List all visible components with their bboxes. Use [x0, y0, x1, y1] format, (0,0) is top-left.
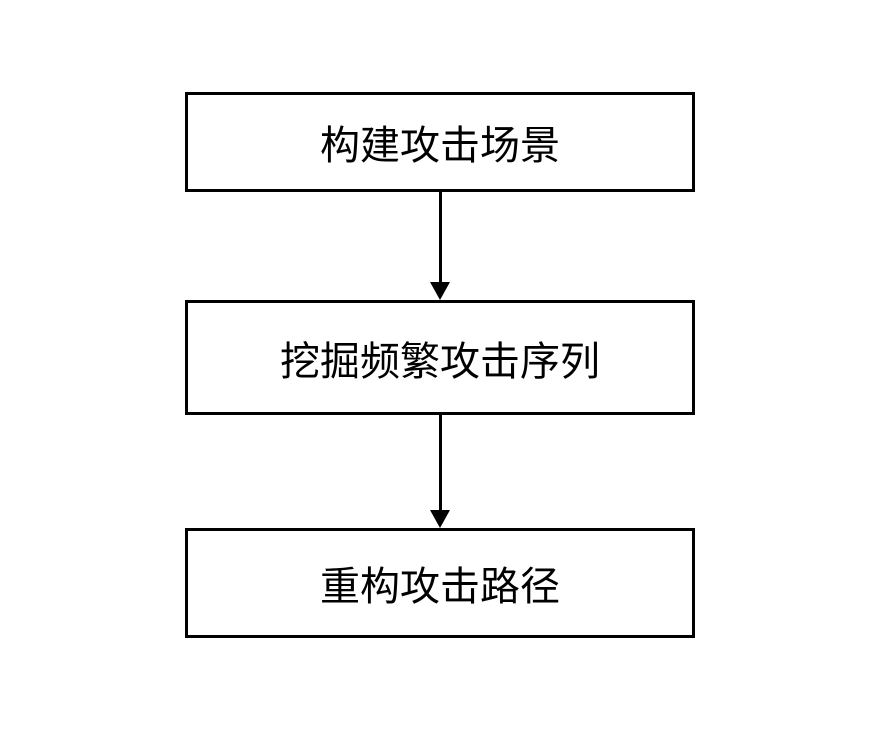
- arrow-line: [439, 415, 442, 510]
- arrow-line: [439, 192, 442, 282]
- flow-arrow-1: [430, 192, 450, 300]
- flow-node-2: 挖掘频繁攻击序列: [185, 300, 695, 415]
- flow-node-3: 重构攻击路径: [185, 528, 695, 638]
- arrow-head-icon: [430, 282, 450, 300]
- flow-node-1: 构建攻击场景: [185, 92, 695, 192]
- flow-node-2-label: 挖掘频繁攻击序列: [280, 329, 600, 387]
- flow-arrow-2: [430, 415, 450, 528]
- flow-node-1-label: 构建攻击场景: [320, 113, 560, 171]
- flow-node-3-label: 重构攻击路径: [320, 554, 560, 612]
- flowchart-container: 构建攻击场景 挖掘频繁攻击序列 重构攻击路径: [185, 92, 695, 638]
- arrow-head-icon: [430, 510, 450, 528]
